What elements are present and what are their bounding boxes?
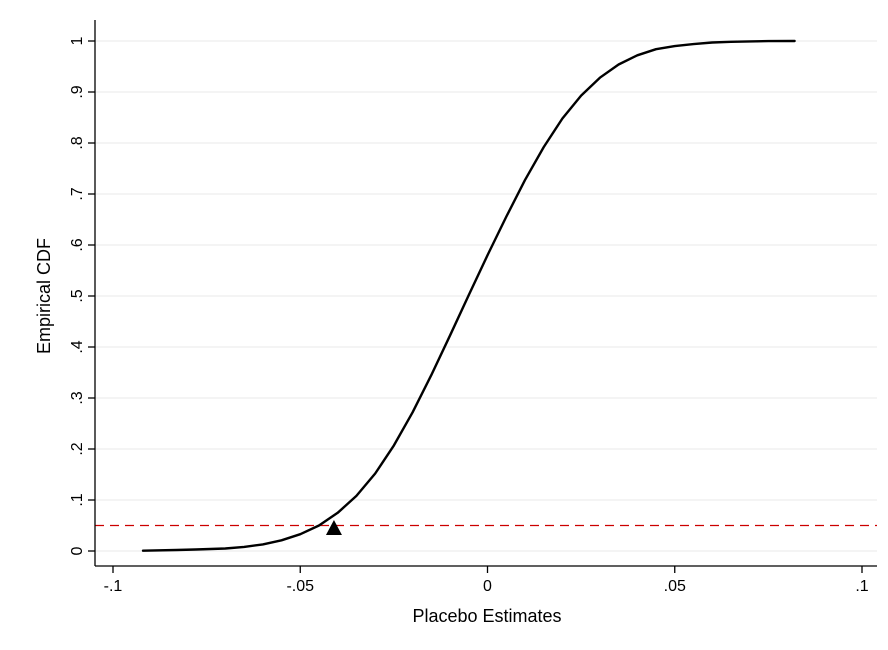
axes [94,20,877,567]
y-tick-label: .2 [69,442,86,455]
cdf-curve [141,39,796,552]
y-tick-label: .3 [69,391,86,404]
x-axis-title: Placebo Estimates [412,606,561,626]
series-group [141,39,796,552]
y-tick-label: .9 [69,85,86,98]
y-tick-label: .5 [69,289,86,302]
grid-lines [95,40,877,552]
x-axis-ticks: -.1 -.05 0 .05 .1 [104,566,869,595]
x-tick-label: .1 [855,578,868,595]
y-axis-title: Empirical CDF [34,238,54,354]
y-tick-label: .4 [69,340,86,353]
x-tick-label: -.1 [104,578,123,595]
marker-group [325,520,342,536]
y-tick-label: 1 [69,36,86,45]
y-tick-label: .7 [69,187,86,200]
y-tick-label: 0 [69,546,86,555]
y-axis-ticks: 0 .1 .2 .3 .4 .5 .6 .7 .8 .9 1 [69,36,95,555]
y-tick-label: .6 [69,238,86,251]
x-tick-label: -.05 [286,578,314,595]
y-tick-label: .1 [69,493,86,506]
x-tick-label: .05 [664,578,686,595]
y-tick-label: .8 [69,136,86,149]
x-tick-label: 0 [483,578,492,595]
observed-estimate-marker [325,520,342,536]
